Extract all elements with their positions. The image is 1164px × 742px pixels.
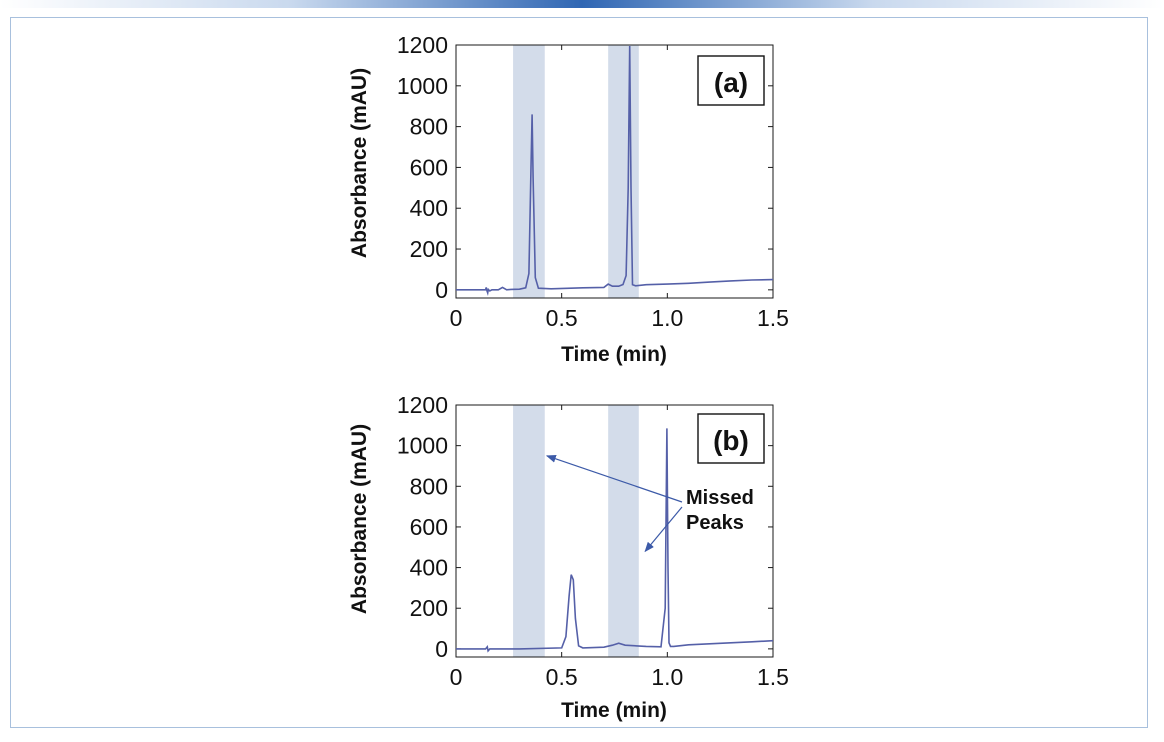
series-line: [456, 45, 774, 297]
header-gradient-bar: [0, 0, 1164, 8]
y-tick-label: 200: [410, 595, 448, 621]
x-tick-label: 1.5: [757, 664, 789, 690]
x-tick-label: 0.5: [546, 305, 578, 331]
plot-area: [455, 44, 774, 299]
y-tick-label: 200: [410, 236, 448, 262]
y-tick-label: 0: [435, 636, 448, 662]
panel-label-box: [697, 55, 765, 106]
x-axis-label: Time (min): [561, 699, 667, 722]
panel-label-box: [697, 413, 765, 464]
y-tick-label: 600: [410, 154, 448, 180]
plot-area: [455, 404, 774, 658]
panel-label: (b): [713, 425, 749, 456]
y-tick-label: 1000: [397, 433, 448, 459]
annotation-arrow: [545, 454, 683, 503]
panel-b: 0 0.5 1.0 1.5 0 200 400 600 800 1000 1200 (b) Time…: [348, 392, 789, 722]
x-axis-label: Time (min): [561, 343, 667, 366]
panel-a: 0 0.5 1.0 1.5 0 200 400 600 800 1000 1200 (a) Time…: [348, 32, 789, 366]
x-tick-label: 1.5: [757, 305, 789, 331]
y-tick-label: 400: [410, 195, 448, 221]
figure-frame: [10, 17, 1148, 728]
y-tick-label: 800: [410, 114, 448, 140]
series-line: [456, 428, 774, 653]
y-tick-label: 1200: [397, 392, 448, 418]
y-axis-label: Absorbance (mAU): [348, 424, 371, 614]
y-tick-label: 800: [410, 473, 448, 499]
panel-label: (a): [714, 67, 748, 98]
x-tick-label: 1.0: [651, 305, 683, 331]
shaded-region: [513, 405, 545, 657]
y-axis-label: Absorbance (mAU): [348, 68, 371, 258]
shaded-region: [608, 45, 639, 298]
shaded-region: [608, 405, 639, 657]
annotation-arrow: [644, 506, 683, 553]
annotation-text-line-1: Missed: [686, 487, 754, 509]
annotation-text-line-2: Peaks: [686, 512, 744, 534]
y-tick-label: 600: [410, 514, 448, 540]
y-tick-label: 0: [435, 277, 448, 303]
y-tick-label: 1000: [397, 73, 448, 99]
y-tick-label: 1200: [397, 32, 448, 58]
x-tick-label: 0: [450, 664, 463, 690]
x-tick-label: 0: [450, 305, 463, 331]
x-tick-label: 0.5: [546, 664, 578, 690]
y-tick-label: 400: [410, 555, 448, 581]
x-tick-label: 1.0: [651, 664, 683, 690]
